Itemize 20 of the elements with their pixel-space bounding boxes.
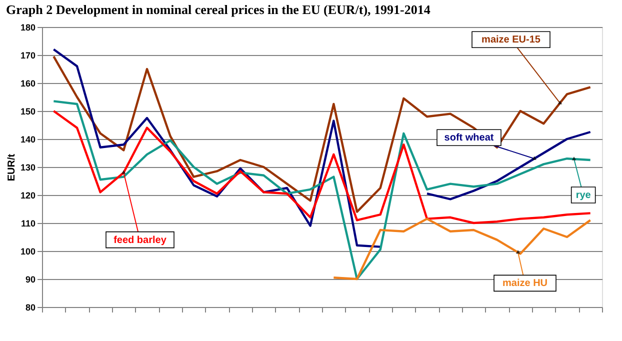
y-tick-label: 110 <box>20 218 36 228</box>
text: soft wheat <box>444 132 494 144</box>
y-tick-label: 80 <box>25 302 36 312</box>
text: rye <box>576 190 592 201</box>
y-tick-label: 90 <box>25 274 36 284</box>
text: maize EU-15 <box>482 34 541 46</box>
y-tick-label: 150 <box>20 106 36 116</box>
y-tick-label: 130 <box>20 162 36 172</box>
y-tick-label: 180 <box>20 22 36 32</box>
text: maize HU <box>502 278 548 290</box>
chart-title: Graph 2 Development in nominal cereal prices in the EU (EUR/t), 1991-2014 <box>6 2 431 17</box>
line-series <box>332 218 592 280</box>
y-tick-label: 100 <box>20 246 36 256</box>
text: feed barley <box>114 234 167 246</box>
y-tick-label: 120 <box>20 190 36 200</box>
y-tick-label: 170 <box>20 50 36 60</box>
line-series <box>52 100 592 280</box>
y-axis-title: EUR/t <box>6 153 18 182</box>
y-tick-label: 140 <box>20 134 36 144</box>
y-tick-label: 160 <box>20 78 36 88</box>
